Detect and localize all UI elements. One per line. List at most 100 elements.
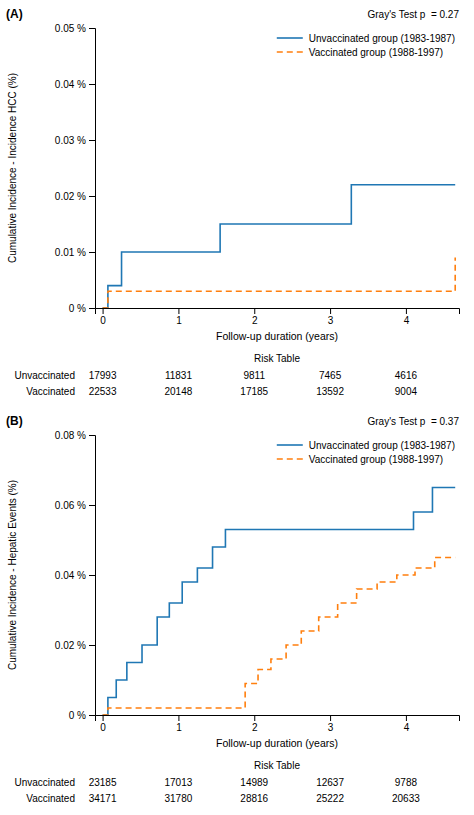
y-axis-title: Cumulative Incidence - Incidence HCC (%)	[7, 73, 18, 263]
risk-table-value: 25222	[316, 793, 344, 804]
risk-table-value: 17013	[165, 777, 193, 788]
legend: Unvaccinated group (1983-1987)Vaccinated…	[277, 440, 455, 465]
x-tick-label: 1	[176, 315, 182, 326]
y-tick-mark	[89, 140, 95, 141]
y-axis-line	[89, 436, 96, 716]
annotation: Gray's Test p = 0.27	[368, 9, 460, 20]
legend-item: Vaccinated group (1988-1997)	[277, 47, 443, 58]
y-tick: 0.02 %	[55, 191, 95, 202]
x-axis-title: Follow-up duration (years)	[216, 737, 338, 749]
legend-label: Vaccinated group (1988-1997)	[309, 47, 443, 58]
y-tick-mark	[89, 575, 95, 576]
risk-table-value: 11831	[165, 370, 193, 381]
x-tick-mark	[103, 715, 104, 721]
y-tick: 0.01 %	[55, 247, 95, 258]
x-axis-line	[96, 309, 460, 315]
y-tick: 0.04 %	[55, 79, 95, 90]
x-tick: 3	[328, 715, 334, 733]
y-tick-mark	[89, 715, 95, 716]
risk-table: Risk TableUnvaccinated179931183198117465…	[14, 353, 417, 397]
risk-table-value: 4616	[395, 370, 418, 381]
y-tick: 0.03 %	[55, 135, 95, 146]
series-line	[103, 185, 456, 308]
x-tick: 0	[100, 715, 106, 733]
x-tick-label: 4	[404, 315, 410, 326]
x-axis-line	[96, 716, 460, 722]
y-tick: 0 %	[69, 710, 95, 721]
x-tick-label: 1	[176, 722, 182, 733]
x-tick-label: 4	[404, 722, 410, 733]
risk-table-value: 14989	[240, 777, 268, 788]
x-axis: 0 1 2 3 4	[96, 308, 460, 326]
x-tick: 1	[176, 715, 182, 733]
risk-table-row-label: Unvaccinated	[14, 370, 75, 381]
risk-table-value: 9811	[243, 370, 265, 381]
legend-label: Vaccinated group (1988-1997)	[309, 454, 443, 465]
legend: Unvaccinated group (1983-1987) Vaccinated…	[277, 33, 455, 58]
risk-table-value: 34171	[89, 793, 117, 804]
risk-table-value: 20633	[392, 793, 420, 804]
x-tick-mark	[330, 308, 331, 314]
legend-item: Vaccinated group (1988-1997)	[277, 454, 443, 465]
risk-table-row-label: Vaccinated	[26, 386, 75, 397]
risk-table-title: Risk Table	[254, 760, 300, 771]
risk-table-value: 7465	[319, 370, 342, 381]
y-tick-label: 0.01 %	[55, 247, 86, 258]
x-tick-mark	[178, 308, 179, 314]
y-tick-label: 0 %	[69, 710, 86, 721]
y-tick-mark	[89, 505, 95, 506]
legend-swatch	[277, 444, 303, 446]
x-tick-label: 0	[100, 315, 106, 326]
x-tick-mark	[406, 715, 407, 721]
y-tick: 0.08 %	[55, 430, 95, 441]
panel-label: (B)	[6, 414, 23, 428]
x-tick: 2	[252, 308, 258, 326]
y-tick-label: 0.04 %	[55, 79, 86, 90]
legend-item: Unvaccinated group (1983-1987)	[277, 33, 455, 44]
y-tick-mark	[89, 84, 95, 85]
risk-table-row-label: Vaccinated	[26, 793, 75, 804]
y-tick-mark	[89, 28, 95, 29]
x-tick-label: 0	[100, 722, 106, 733]
risk-table-value: 22533	[89, 386, 117, 397]
x-tick-mark	[254, 308, 255, 314]
x-tick-label: 2	[252, 315, 258, 326]
y-tick: 0 %	[69, 303, 95, 314]
y-tick-label: 0.04 %	[55, 570, 86, 581]
x-tick-mark	[103, 308, 104, 314]
risk-table-row-label: Unvaccinated	[14, 777, 75, 788]
risk-table-value: 20148	[165, 386, 193, 397]
risk-table-value: 23185	[89, 777, 117, 788]
x-tick-mark	[254, 715, 255, 721]
y-tick-label: 0.06 %	[55, 500, 86, 511]
panel-label: (A)	[6, 7, 23, 21]
y-tick-label: 0.05 %	[55, 23, 86, 34]
risk-table-value: 17185	[240, 386, 268, 397]
x-tick-label: 2	[252, 722, 258, 733]
x-tick-label: 3	[328, 315, 334, 326]
y-axis: 0 % 0.01 % 0.02 % 0.03 % 0.04 % 0.05 %	[55, 23, 96, 314]
risk-table-value: 13592	[316, 386, 344, 397]
x-tick: 3	[328, 308, 334, 326]
x-tick: 4	[404, 715, 410, 733]
x-tick: 2	[252, 715, 258, 733]
risk-table-value: 12637	[316, 777, 344, 788]
x-tick-mark	[330, 715, 331, 721]
x-tick: 1	[176, 308, 182, 326]
legend-label: Unvaccinated group (1983-1987)	[309, 33, 455, 44]
y-tick-mark	[89, 196, 95, 197]
legend-swatch	[277, 51, 303, 53]
legend-swatch	[277, 37, 303, 39]
y-tick-label: 0.02 %	[55, 191, 86, 202]
x-axis-title: Follow-up duration (years)	[216, 330, 338, 342]
annotation: Gray's Test p = 0.37	[368, 416, 460, 427]
risk-table: Risk Table Unvaccinated 23185 17013 14989 126…	[14, 760, 420, 804]
y-tick-mark	[89, 435, 95, 436]
y-tick-label: 0 %	[69, 303, 86, 314]
series-line	[103, 258, 456, 308]
risk-table-value: 9788	[395, 777, 418, 788]
y-tick: 0.04 %	[55, 570, 95, 581]
y-axis: 0 %0.02 %0.04 %0.06 %0.08 %	[55, 430, 96, 721]
y-tick-mark	[89, 645, 95, 646]
x-tick-label: 3	[328, 722, 334, 733]
